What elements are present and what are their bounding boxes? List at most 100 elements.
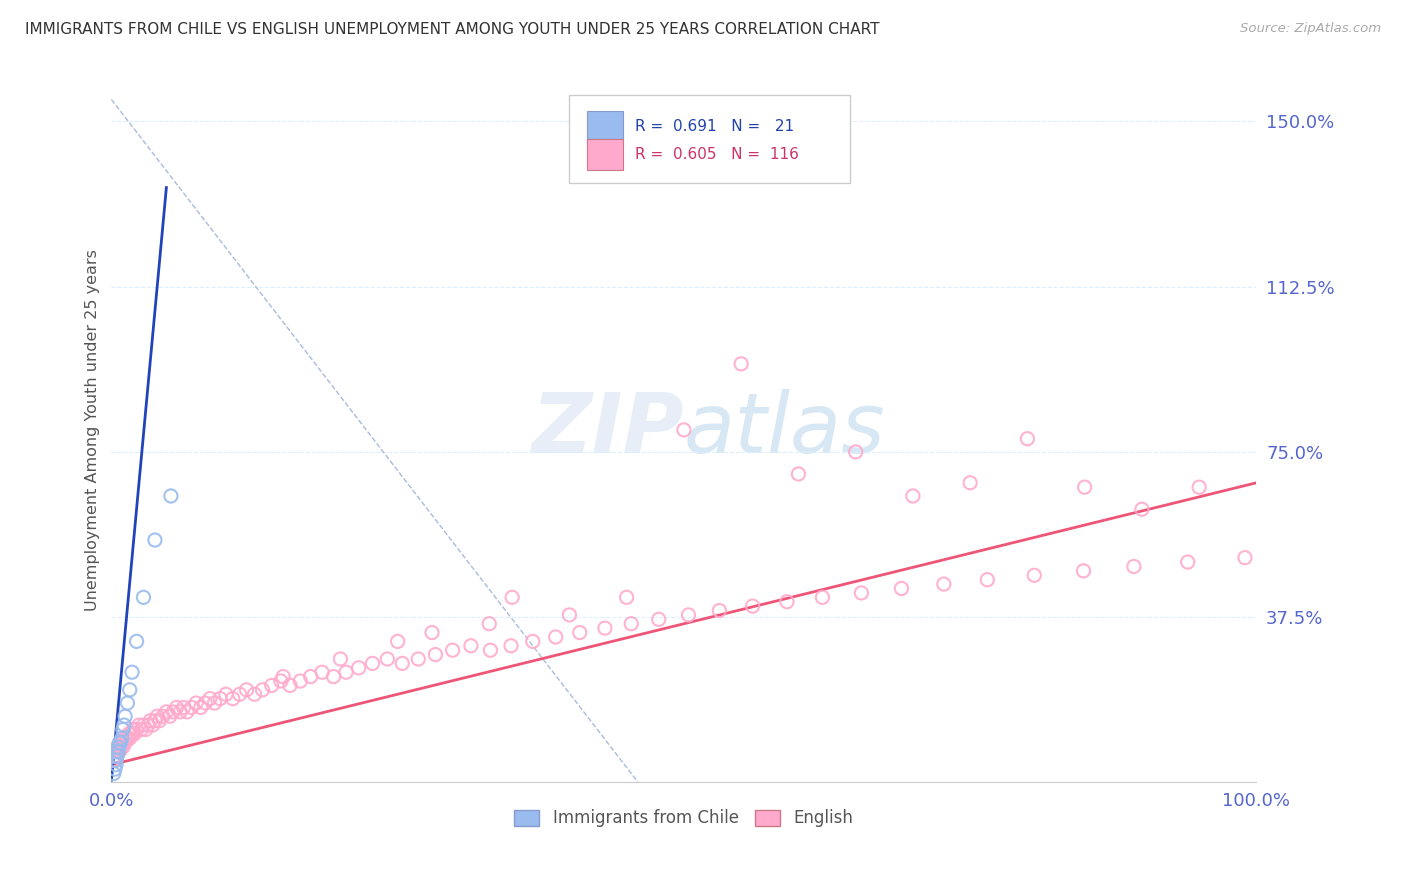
Text: R =  0.691   N =   21: R = 0.691 N = 21: [634, 120, 794, 135]
Point: [143, 533, 166, 547]
Point: [105, 748, 128, 763]
Point: [152, 709, 174, 723]
Point: [101, 753, 124, 767]
Point: [128, 718, 150, 732]
Point: [142, 718, 165, 732]
Point: [114, 731, 136, 746]
Point: [620, 616, 643, 631]
Point: [114, 709, 136, 723]
Point: [125, 723, 148, 737]
Point: [117, 696, 139, 710]
Point: [146, 709, 169, 723]
Point: [198, 691, 221, 706]
Point: [1130, 502, 1153, 516]
Point: [243, 687, 266, 701]
Point: [124, 727, 146, 741]
Point: [114, 736, 136, 750]
Point: [890, 582, 912, 596]
Point: [811, 591, 834, 605]
Point: [104, 748, 127, 763]
Point: [322, 670, 344, 684]
Point: [204, 696, 226, 710]
Point: [1073, 480, 1095, 494]
Point: [544, 630, 567, 644]
Point: [299, 670, 322, 684]
Point: [441, 643, 464, 657]
Point: [425, 648, 447, 662]
Text: R =  0.605   N =  116: R = 0.605 N = 116: [634, 147, 799, 162]
Point: [499, 639, 522, 653]
Point: [107, 740, 129, 755]
Point: [103, 753, 125, 767]
Point: [901, 489, 924, 503]
Point: [105, 745, 128, 759]
Point: [593, 621, 616, 635]
Text: Source: ZipAtlas.com: Source: ZipAtlas.com: [1240, 22, 1381, 36]
Point: [709, 603, 731, 617]
Point: [194, 696, 217, 710]
Point: [104, 748, 127, 763]
Point: [271, 670, 294, 684]
Point: [117, 731, 139, 746]
Point: [110, 736, 132, 750]
Point: [648, 612, 671, 626]
Point: [104, 745, 127, 759]
Point: [190, 700, 212, 714]
Point: [215, 687, 238, 701]
Point: [361, 657, 384, 671]
Point: [209, 691, 232, 706]
Point: [107, 745, 129, 759]
Point: [139, 714, 162, 728]
Point: [118, 731, 141, 746]
Point: [121, 665, 143, 680]
Point: [959, 475, 981, 490]
Point: [104, 745, 127, 759]
Point: [186, 696, 208, 710]
Point: [176, 705, 198, 719]
Point: [460, 639, 482, 653]
Point: [787, 467, 810, 481]
Point: [118, 682, 141, 697]
Point: [1233, 550, 1256, 565]
Point: [730, 357, 752, 371]
Point: [252, 682, 274, 697]
Point: [159, 709, 181, 723]
Point: [111, 736, 134, 750]
Point: [391, 657, 413, 671]
Point: [1177, 555, 1199, 569]
Point: [568, 625, 591, 640]
Point: [122, 723, 145, 737]
Point: [1024, 568, 1046, 582]
Point: [347, 661, 370, 675]
FancyBboxPatch shape: [586, 139, 623, 170]
Point: [311, 665, 333, 680]
Point: [173, 700, 195, 714]
Point: [136, 718, 159, 732]
Point: [420, 625, 443, 640]
Point: [976, 573, 998, 587]
Point: [111, 740, 134, 755]
Point: [125, 634, 148, 648]
Point: [129, 723, 152, 737]
Point: [111, 723, 134, 737]
Point: [478, 616, 501, 631]
Point: [270, 673, 292, 688]
Point: [235, 682, 257, 697]
Point: [260, 678, 283, 692]
Point: [104, 757, 127, 772]
Point: [222, 691, 245, 706]
Text: atlas: atlas: [683, 390, 886, 470]
Point: [616, 591, 638, 605]
Point: [522, 634, 544, 648]
Point: [112, 718, 135, 732]
Point: [132, 718, 155, 732]
Point: [278, 678, 301, 692]
Text: ZIP: ZIP: [531, 390, 683, 470]
Point: [108, 745, 131, 759]
Point: [103, 766, 125, 780]
Point: [169, 705, 191, 719]
Point: [166, 700, 188, 714]
Point: [104, 753, 127, 767]
Point: [120, 727, 142, 741]
Point: [160, 489, 183, 503]
